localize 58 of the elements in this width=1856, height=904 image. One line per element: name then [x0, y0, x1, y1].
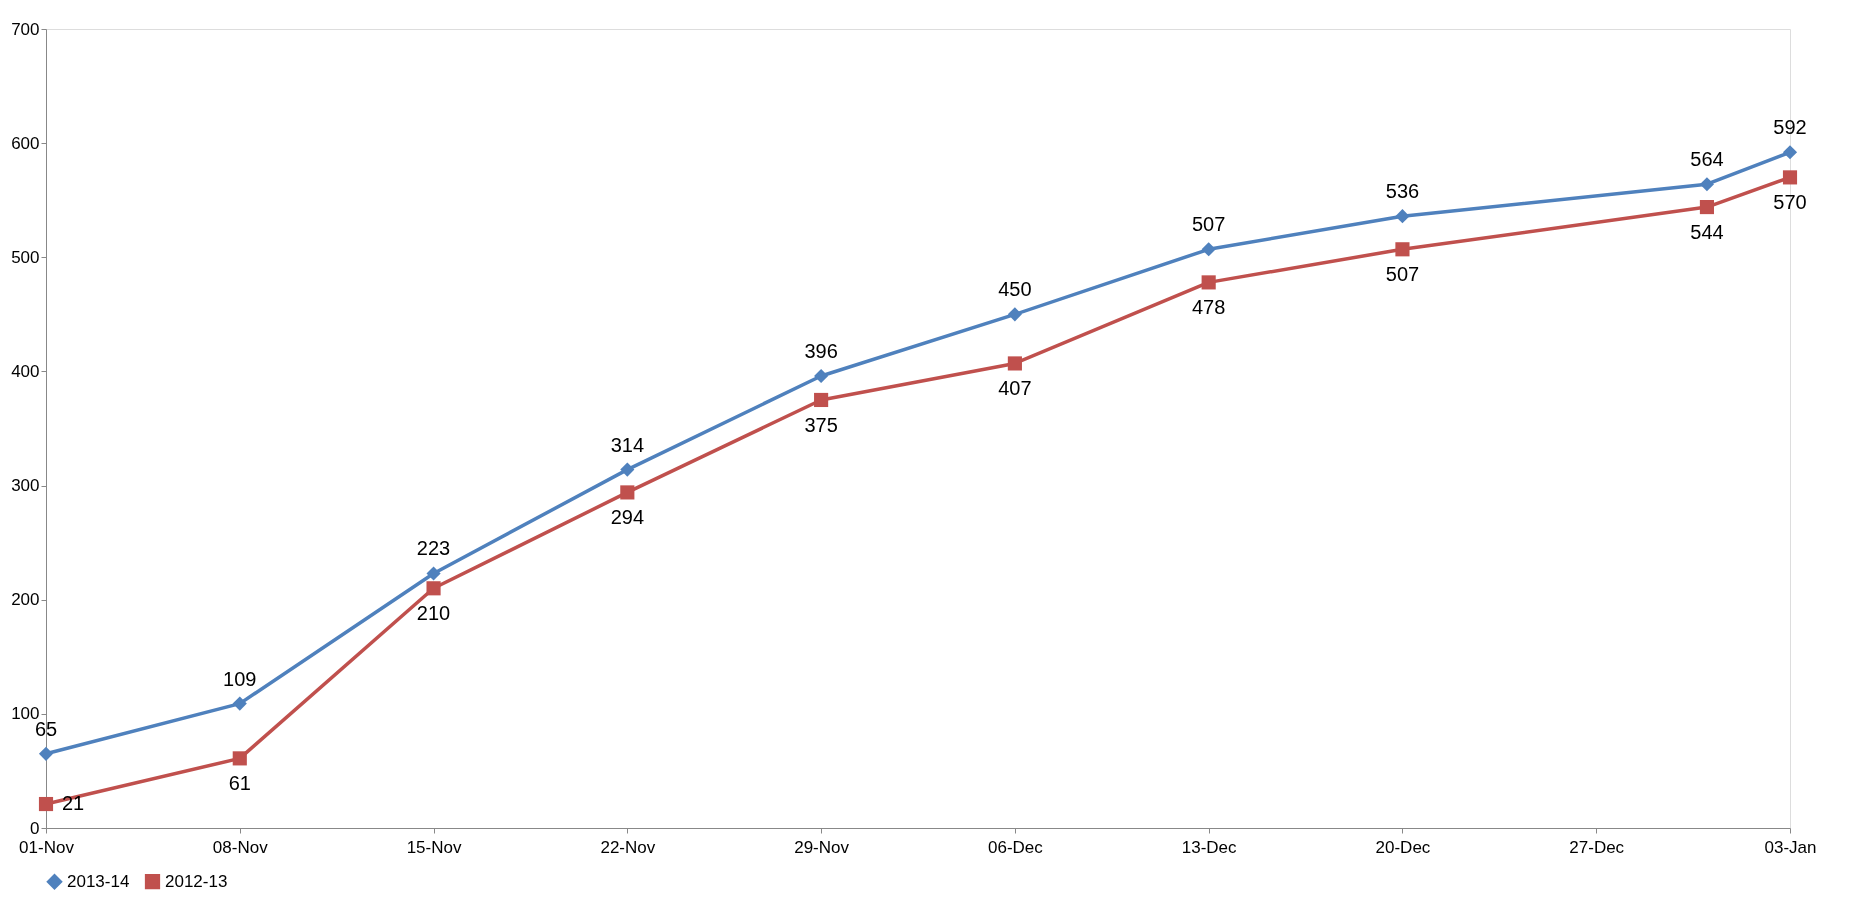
point: [1395, 242, 1410, 257]
point: [1007, 307, 1022, 322]
data-label: 109: [223, 667, 257, 690]
x-tick-label: 03-Jan: [1764, 837, 1817, 857]
data-label: 507: [1385, 263, 1420, 286]
point: [620, 462, 635, 477]
point: [1201, 242, 1216, 257]
data-label: 478: [1191, 296, 1226, 319]
x-tick-label: 15-Nov: [406, 837, 462, 857]
y-tick-label: 600: [11, 133, 40, 153]
point: [426, 581, 441, 596]
data-label: 450: [998, 278, 1032, 301]
x-tick-label: 22-Nov: [600, 837, 656, 857]
data-label: 592: [1773, 116, 1807, 139]
data-label: 396: [804, 339, 838, 362]
x-tick-label: 27-Dec: [1569, 837, 1625, 857]
point: [426, 566, 441, 581]
point: [1007, 356, 1022, 371]
point: [1699, 177, 1715, 192]
x-tick-label: 08-Nov: [212, 837, 269, 857]
data-label: 407: [998, 377, 1032, 400]
point: [1782, 170, 1798, 185]
point: [1782, 145, 1798, 160]
y-tick-label: 700: [11, 19, 40, 39]
data-label: 564: [1690, 148, 1724, 171]
y-tick-label: 500: [11, 247, 40, 267]
point: [38, 796, 54, 812]
point: [1201, 275, 1216, 290]
y-tick-label: 400: [11, 361, 40, 381]
y-tick-label: 200: [11, 590, 40, 610]
point: [620, 485, 635, 500]
point: [232, 751, 247, 766]
x-tick-label: 20-Dec: [1375, 837, 1431, 857]
data-label: 375: [804, 413, 838, 436]
data-label: 536: [1385, 180, 1420, 203]
data-label: 223: [416, 537, 451, 560]
point: [1699, 199, 1715, 215]
point: [814, 392, 829, 408]
y-tick-label: 300: [11, 476, 40, 496]
data-label: 544: [1690, 221, 1724, 244]
x-tick-label: 06-Dec: [987, 837, 1044, 857]
data-label: 294: [610, 506, 645, 529]
data-label: 570: [1773, 191, 1807, 214]
x-tick-label: 29-Nov: [794, 837, 850, 857]
data-label: 507: [1191, 213, 1226, 236]
point: [232, 696, 247, 711]
data-label: 210: [416, 602, 451, 625]
y-tick-label: 0: [30, 818, 40, 838]
data-label: 314: [610, 433, 645, 456]
legend-label: 2012-13: [165, 871, 228, 891]
point: [814, 368, 829, 384]
data-label: 21: [62, 792, 85, 815]
x-tick-label: 13-Dec: [1181, 837, 1238, 857]
x-tick-label: 01-Nov: [19, 837, 75, 857]
legend-label: 2013-14: [67, 871, 130, 891]
point: [1395, 209, 1410, 224]
point: [38, 746, 54, 761]
data-label: 61: [228, 772, 251, 795]
